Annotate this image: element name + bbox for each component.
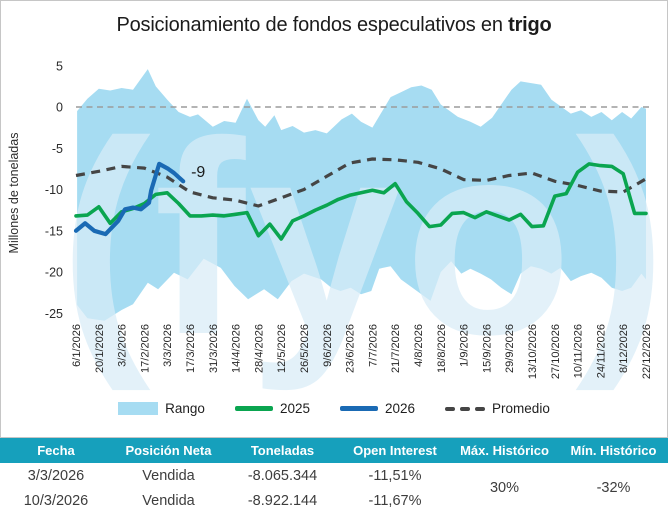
x-tick-label: 29/9/2026 bbox=[504, 324, 516, 373]
chart-title-commodity: trigo bbox=[508, 14, 552, 36]
y-axis-title: Millones de toneladas bbox=[7, 133, 21, 254]
column-header-3: Toneladas bbox=[225, 438, 340, 463]
chart-legend: Rango 2025 2026 Promedio bbox=[1, 401, 667, 416]
x-tick-label: 20/1/2026 bbox=[94, 324, 106, 373]
annotation-value-label: -9 bbox=[191, 164, 205, 181]
legend-swatch-rango bbox=[118, 402, 159, 415]
cell-open_interest: -11,67% bbox=[368, 492, 422, 509]
watermark: (fyo) bbox=[59, 85, 667, 393]
y-tick-label: 5 bbox=[56, 59, 63, 73]
x-tick-label: 6/1/2026 bbox=[71, 324, 83, 367]
chart-title-prefix: Posicionamiento de fondos especulativos … bbox=[116, 14, 509, 36]
y-tick-label: -10 bbox=[45, 183, 63, 197]
line-2026 bbox=[73, 161, 186, 237]
y-tick-label: -5 bbox=[52, 142, 63, 156]
legend-item-rango: Rango bbox=[118, 401, 205, 416]
y-tick-label: -25 bbox=[45, 307, 63, 321]
range-area bbox=[77, 69, 647, 321]
cell-posicion_neta: Vendida bbox=[142, 492, 195, 509]
legend-swatch-2025 bbox=[234, 406, 273, 411]
x-tick-label: 13/10/2026 bbox=[527, 324, 539, 379]
x-tick-label: 12/5/2026 bbox=[276, 324, 288, 373]
legend-label: Rango bbox=[165, 401, 205, 416]
x-tick-label: 1/9/2026 bbox=[459, 324, 471, 367]
legend-label: 2026 bbox=[385, 401, 416, 416]
legend-item-2026: 2026 bbox=[340, 401, 415, 416]
column-header-4: Open Interest bbox=[340, 438, 450, 463]
x-tick-label: 24/11/2026 bbox=[595, 324, 607, 378]
x-tick-label: 18/8/2026 bbox=[436, 324, 448, 373]
x-tick-label: 3/2/2026 bbox=[117, 324, 129, 367]
x-tick-label: 7/7/2026 bbox=[367, 324, 379, 367]
data-table: 30% -32% Fecha Posición Neta Toneladas Open… bbox=[0, 438, 668, 513]
x-tick-label: 28/4/2026 bbox=[253, 324, 265, 373]
column-header-1: Fecha bbox=[0, 438, 112, 463]
cell-max-historico: 30% bbox=[489, 480, 520, 496]
x-tick-label: 26/5/2026 bbox=[299, 324, 311, 373]
y-tick-labels: 5 0 -5 -10 -15 -20 -25 bbox=[45, 59, 63, 321]
x-tick-label: 9/6/2026 bbox=[322, 324, 334, 367]
cell-toneladas: -8.065.344 bbox=[247, 467, 318, 484]
cell-posicion_neta: Vendida bbox=[142, 467, 195, 484]
column-header-6: Mín. Histórico bbox=[559, 438, 668, 463]
x-tick-label: 31/3/2026 bbox=[208, 324, 220, 373]
plot-svg: (fyo) -9 Millones de toneladas 5 0 -5 -10 -1… bbox=[7, 59, 667, 393]
x-tick-label: 10/11/2026 bbox=[573, 324, 585, 378]
chart-panel: Posicionamiento de fondos especulativos … bbox=[0, 0, 668, 438]
line-promedio bbox=[75, 157, 647, 208]
chart-title: Posicionamiento de fondos especulativos … bbox=[1, 14, 667, 37]
x-tick-label: 4/8/2026 bbox=[413, 324, 425, 367]
x-tick-label: 15/9/2026 bbox=[481, 324, 493, 373]
column-header-2: Posición Neta bbox=[112, 438, 225, 463]
column-header-5: Máx. Histórico bbox=[450, 438, 559, 463]
x-tick-label: 14/4/2026 bbox=[231, 324, 243, 373]
x-tick-label: 22/12/2026 bbox=[641, 324, 653, 379]
x-tick-label: 23/6/2026 bbox=[345, 324, 357, 373]
legend-swatch-promedio bbox=[445, 406, 486, 411]
x-tick-labels: 6/1/2026 20/1/2026 3/2/2026 17/2/2026 3/3/20… bbox=[71, 324, 653, 379]
x-tick-label: 17/2/2026 bbox=[139, 324, 151, 373]
legend-label: Promedio bbox=[492, 401, 550, 416]
cell-min-historico: -32% bbox=[596, 480, 631, 496]
y-tick-label: -15 bbox=[45, 224, 63, 238]
line-2025 bbox=[74, 162, 648, 241]
legend-label: 2025 bbox=[279, 401, 310, 416]
cell-fecha: 3/3/2026 bbox=[27, 467, 85, 484]
legend-item-2025: 2025 bbox=[234, 401, 310, 416]
x-tick-label: 27/10/2026 bbox=[550, 324, 562, 379]
legend-item-promedio: Promedio bbox=[445, 401, 550, 416]
cell-toneladas: -8.922.144 bbox=[247, 492, 318, 509]
cell-fecha: 10/3/2026 bbox=[23, 492, 89, 509]
cell-open_interest: -11,51% bbox=[368, 467, 422, 484]
y-tick-label: 0 bbox=[56, 101, 63, 115]
x-tick-label: 8/12/2026 bbox=[618, 324, 630, 373]
x-tick-label: 17/3/2026 bbox=[185, 324, 197, 373]
legend-swatch-2026 bbox=[340, 406, 378, 411]
y-tick-label: -20 bbox=[45, 266, 63, 280]
x-tick-label: 21/7/2026 bbox=[390, 324, 402, 373]
x-tick-label: 3/3/2026 bbox=[162, 324, 174, 367]
